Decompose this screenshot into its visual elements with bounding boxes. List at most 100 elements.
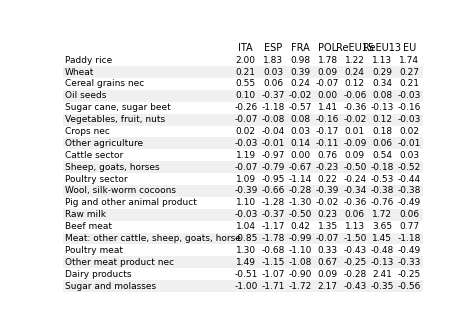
Text: 0.03: 0.03 (263, 68, 283, 76)
Text: -0.66: -0.66 (261, 186, 285, 195)
Text: -0.48: -0.48 (370, 246, 394, 255)
FancyBboxPatch shape (63, 185, 423, 197)
Text: 0.06: 0.06 (372, 139, 392, 148)
Text: 0.01: 0.01 (345, 127, 365, 136)
Text: -1.71: -1.71 (261, 282, 285, 291)
Text: -1.78: -1.78 (261, 234, 285, 243)
Text: 0.14: 0.14 (290, 139, 310, 148)
Text: -0.25: -0.25 (343, 258, 366, 267)
Text: 0.02: 0.02 (236, 127, 256, 136)
Text: -0.25: -0.25 (398, 270, 421, 279)
Text: -1.18: -1.18 (261, 103, 285, 112)
FancyBboxPatch shape (63, 66, 423, 78)
Text: 0.06: 0.06 (399, 210, 419, 219)
Text: 1.78: 1.78 (318, 56, 337, 65)
Text: -0.03: -0.03 (398, 115, 421, 124)
Text: -0.08: -0.08 (261, 115, 285, 124)
Text: -1.72: -1.72 (289, 282, 312, 291)
Text: -1.07: -1.07 (261, 270, 285, 279)
Text: 0.77: 0.77 (399, 222, 419, 231)
Text: -0.38: -0.38 (398, 186, 421, 195)
FancyBboxPatch shape (63, 268, 423, 280)
Text: Sugar and molasses: Sugar and molasses (65, 282, 156, 291)
Text: 1.04: 1.04 (236, 222, 256, 231)
Text: Poultry sector: Poultry sector (65, 174, 128, 184)
Text: 1.09: 1.09 (236, 174, 256, 184)
Text: -1.15: -1.15 (261, 258, 285, 267)
FancyBboxPatch shape (63, 233, 423, 245)
Text: -0.67: -0.67 (289, 163, 312, 172)
Text: -0.07: -0.07 (316, 79, 339, 88)
Text: -1.00: -1.00 (234, 282, 257, 291)
Text: 2.41: 2.41 (372, 270, 392, 279)
Text: 0.18: 0.18 (372, 127, 392, 136)
Text: 0.21: 0.21 (399, 79, 419, 88)
Text: Meat: other cattle, sheep, goats, horse: Meat: other cattle, sheep, goats, horse (65, 234, 241, 243)
FancyBboxPatch shape (63, 54, 423, 66)
Text: Poultry meat: Poultry meat (65, 246, 123, 255)
Text: Vegetables, fruit, nuts: Vegetables, fruit, nuts (65, 115, 165, 124)
Text: -0.02: -0.02 (316, 198, 339, 207)
Text: 1.74: 1.74 (399, 56, 419, 65)
Text: -1.08: -1.08 (289, 258, 312, 267)
Text: Dairy products: Dairy products (65, 270, 131, 279)
Text: 2.17: 2.17 (318, 282, 337, 291)
Text: -0.38: -0.38 (370, 186, 394, 195)
Text: -0.28: -0.28 (289, 186, 312, 195)
Text: 0.34: 0.34 (372, 79, 392, 88)
Text: -0.13: -0.13 (370, 103, 394, 112)
Text: -0.44: -0.44 (398, 174, 421, 184)
Text: -0.52: -0.52 (398, 163, 421, 172)
Text: -0.35: -0.35 (370, 282, 394, 291)
FancyBboxPatch shape (63, 149, 423, 161)
Text: 0.33: 0.33 (318, 246, 337, 255)
Text: -1.10: -1.10 (289, 246, 312, 255)
Text: 0.10: 0.10 (236, 91, 256, 100)
Text: Cereal grains nec: Cereal grains nec (65, 79, 144, 88)
Text: -0.43: -0.43 (343, 246, 366, 255)
Text: Other agriculture: Other agriculture (65, 139, 143, 148)
Text: -0.18: -0.18 (370, 163, 394, 172)
Text: -0.97: -0.97 (261, 151, 285, 160)
Text: 0.21: 0.21 (236, 68, 256, 76)
Text: -0.39: -0.39 (316, 186, 339, 195)
Text: -0.49: -0.49 (398, 198, 421, 207)
Text: -0.04: -0.04 (261, 127, 284, 136)
Text: 1.30: 1.30 (236, 246, 256, 255)
Text: 0.00: 0.00 (290, 151, 310, 160)
Text: -0.03: -0.03 (398, 91, 421, 100)
Text: -0.16: -0.16 (316, 115, 339, 124)
Text: 1.19: 1.19 (236, 151, 256, 160)
Text: 0.27: 0.27 (399, 68, 419, 76)
Text: ReEU13: ReEU13 (363, 43, 401, 53)
Text: -0.16: -0.16 (398, 103, 421, 112)
Text: 0.12: 0.12 (345, 79, 365, 88)
Text: 0.03: 0.03 (290, 127, 310, 136)
Text: 1.45: 1.45 (372, 234, 392, 243)
Text: 0.09: 0.09 (345, 151, 365, 160)
Text: -0.03: -0.03 (234, 210, 257, 219)
Text: -1.28: -1.28 (261, 198, 284, 207)
Text: -0.56: -0.56 (398, 282, 421, 291)
Text: Oil seeds: Oil seeds (65, 91, 106, 100)
FancyBboxPatch shape (63, 221, 423, 233)
Text: 0.67: 0.67 (318, 258, 337, 267)
Text: -0.57: -0.57 (289, 103, 312, 112)
Text: 0.00: 0.00 (318, 91, 337, 100)
FancyBboxPatch shape (63, 173, 423, 185)
Text: -0.68: -0.68 (261, 246, 285, 255)
FancyBboxPatch shape (63, 197, 423, 209)
Text: 1.49: 1.49 (236, 258, 256, 267)
Text: -0.03: -0.03 (234, 139, 257, 148)
Text: -0.07: -0.07 (316, 234, 339, 243)
Text: 0.22: 0.22 (318, 174, 337, 184)
Text: ReEU15: ReEU15 (336, 43, 374, 53)
Text: 0.03: 0.03 (399, 151, 419, 160)
Text: -0.37: -0.37 (261, 91, 285, 100)
Text: 0.54: 0.54 (372, 151, 392, 160)
Text: 0.24: 0.24 (291, 79, 310, 88)
Text: Pig and other animal product: Pig and other animal product (65, 198, 197, 207)
Text: Beef meat: Beef meat (65, 222, 112, 231)
Text: -0.50: -0.50 (289, 210, 312, 219)
Text: 0.42: 0.42 (291, 222, 310, 231)
